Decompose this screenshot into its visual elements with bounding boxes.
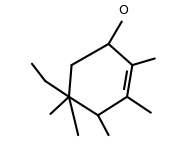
Text: O: O — [118, 4, 128, 17]
